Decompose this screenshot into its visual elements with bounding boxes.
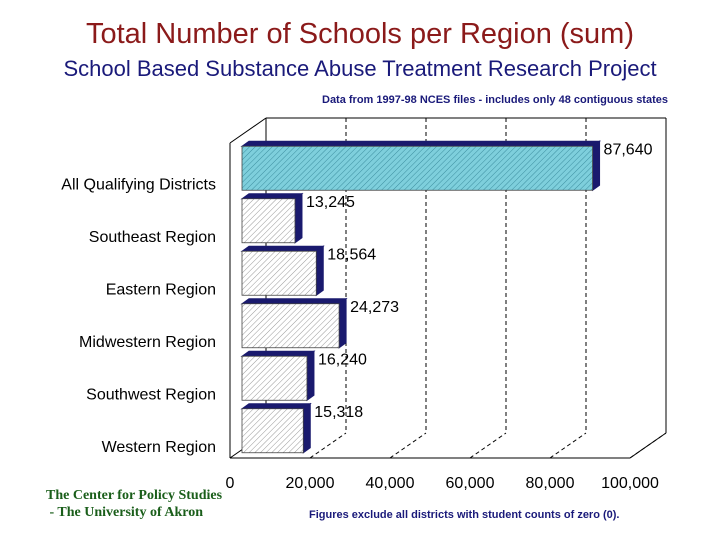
- bar-value-label: 15,318: [314, 404, 363, 421]
- bar-value-label: 18,564: [327, 246, 376, 263]
- x-tick-label: 100,000: [601, 475, 659, 492]
- category-label: All Qualifying Districts: [61, 176, 216, 193]
- chart-title: Total Number of Schools per Region (sum): [85, 18, 634, 50]
- bar-top-face: [240, 245, 325, 252]
- bar-top-face: [240, 298, 348, 305]
- gridline-floor: [549, 432, 587, 459]
- exclusion-note: Figures exclude all districts with stude…: [309, 509, 620, 521]
- gridline-floor: [469, 432, 507, 459]
- x-tick-label: 20,000: [286, 475, 335, 492]
- credit-line-2: - The University of Akron: [46, 505, 204, 520]
- bar-end-face: [302, 402, 311, 454]
- bar: [241, 303, 340, 349]
- bar-top-face: [240, 403, 312, 410]
- bar-value-label: 16,240: [318, 351, 367, 368]
- data-source-note: Data from 1997-98 NCES files - includes …: [322, 94, 668, 106]
- category-label: Southwest Region: [86, 386, 216, 403]
- chart-subtitle: School Based Substance Abuse Treatment R…: [63, 56, 657, 81]
- bar-end-face: [294, 192, 303, 244]
- bar-end-face: [338, 297, 347, 349]
- x-tick-label: 40,000: [366, 475, 415, 492]
- side-wall-top-edge: [229, 117, 267, 144]
- bar: [241, 408, 304, 454]
- bar: [241, 355, 308, 401]
- credit-block: The Center for Policy Studies - The Univ…: [46, 487, 222, 521]
- plot-area: [230, 118, 666, 458]
- x-tick-label: 60,000: [446, 475, 495, 492]
- bar-value-label: 13,245: [306, 194, 355, 211]
- bar-end-face: [592, 140, 601, 192]
- bar: [241, 250, 317, 296]
- bar-value-label: 24,273: [350, 299, 399, 316]
- bar-value-label: 87,640: [604, 141, 653, 158]
- gridline-floor: [389, 432, 427, 459]
- gridline-floor: [629, 432, 667, 459]
- bar-top-face: [240, 350, 316, 357]
- category-label: Western Region: [102, 439, 216, 456]
- gridline-floor: [309, 432, 347, 459]
- bar-top-face: [240, 140, 602, 147]
- bar-end-face: [315, 245, 324, 297]
- category-label: Midwestern Region: [79, 334, 216, 351]
- bar-top-face: [240, 193, 304, 200]
- category-label: Southeast Region: [89, 229, 216, 246]
- category-label: Eastern Region: [106, 281, 216, 298]
- bar: [241, 198, 296, 244]
- bar: [241, 145, 593, 191]
- bar-end-face: [306, 350, 315, 402]
- credit-line-1: The Center for Policy Studies: [46, 488, 223, 503]
- x-tick-label: 0: [226, 475, 235, 492]
- x-tick-label: 80,000: [526, 475, 575, 492]
